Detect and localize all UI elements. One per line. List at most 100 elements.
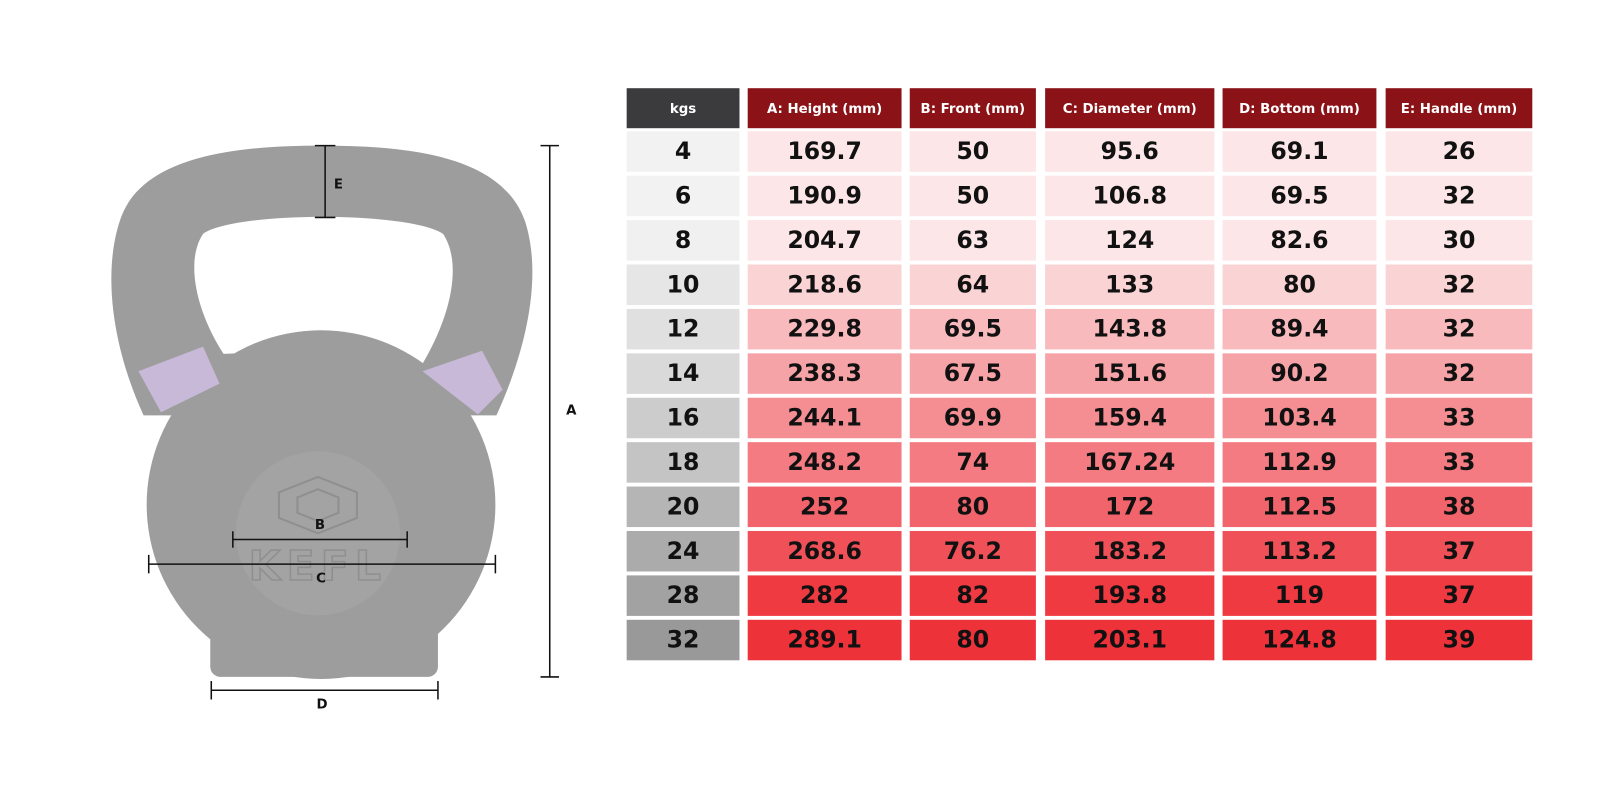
header-cell bbox=[1385, 88, 1533, 129]
table-cell bbox=[1045, 353, 1215, 394]
table-cell bbox=[1045, 220, 1215, 261]
cell-value: 69.9 bbox=[944, 404, 1002, 432]
table-row: 4 169.7 50 95.6 69.1 26 bbox=[626, 131, 1533, 172]
table-cell bbox=[909, 264, 1036, 306]
table-cell bbox=[1222, 308, 1377, 350]
table-cell bbox=[1385, 131, 1533, 172]
cell-value: 67.5 bbox=[944, 359, 1002, 387]
table-cell bbox=[747, 530, 902, 572]
weight-label: 32 bbox=[667, 626, 700, 654]
cell-value: 218.6 bbox=[787, 270, 862, 298]
table-cell bbox=[747, 575, 902, 616]
table-cell bbox=[747, 353, 902, 394]
header-cell bbox=[1222, 88, 1377, 129]
table-row: 10 218.6 64 133 80 32 bbox=[626, 264, 1533, 306]
dimension-label: E bbox=[334, 178, 343, 193]
cell-value: 95.6 bbox=[1101, 137, 1159, 165]
table-cell bbox=[626, 353, 740, 394]
table-cell bbox=[909, 397, 1036, 439]
header-cell bbox=[909, 88, 1036, 129]
table-cell bbox=[909, 131, 1036, 172]
table-cell bbox=[747, 619, 902, 661]
cell-value: 238.3 bbox=[787, 359, 862, 387]
table-cell bbox=[1385, 575, 1533, 616]
cell-value: 32 bbox=[1443, 315, 1476, 343]
cell-value: 193.8 bbox=[1092, 581, 1167, 609]
cell-value: 119 bbox=[1275, 581, 1324, 609]
cell-value: 50 bbox=[956, 181, 989, 209]
cell-value: 143.8 bbox=[1092, 315, 1167, 343]
logo-watermark: KEFL bbox=[249, 542, 388, 590]
table-cell bbox=[747, 308, 902, 350]
table-cell bbox=[747, 486, 902, 528]
cell-value: 112.9 bbox=[1262, 448, 1337, 476]
table-cell bbox=[1045, 131, 1215, 172]
weight-label: 14 bbox=[667, 359, 700, 387]
handle-band bbox=[422, 350, 503, 415]
table-cell bbox=[1222, 575, 1377, 616]
cell-value: 74 bbox=[956, 448, 989, 476]
table-cell bbox=[747, 442, 902, 483]
cell-value: 172 bbox=[1105, 492, 1154, 520]
logo-mark bbox=[277, 475, 358, 535]
cell-value: 190.9 bbox=[787, 181, 862, 209]
table-cell bbox=[1045, 175, 1215, 217]
kettlebell-handle bbox=[111, 145, 533, 416]
cell-value: 90.2 bbox=[1270, 359, 1328, 387]
table-row: 16 244.1 69.9 159.4 103.4 33 bbox=[626, 397, 1533, 439]
cell-value: 252 bbox=[800, 492, 849, 520]
cell-value: 244.1 bbox=[787, 404, 862, 432]
weight-label: 8 bbox=[675, 226, 691, 254]
cell-value: 151.6 bbox=[1092, 359, 1167, 387]
table-cell bbox=[1222, 353, 1377, 394]
cell-value: 69.5 bbox=[944, 315, 1002, 343]
table-cell bbox=[909, 575, 1036, 616]
cell-value: 159.4 bbox=[1092, 404, 1167, 432]
table-cell bbox=[747, 264, 902, 306]
cell-value: 30 bbox=[1443, 226, 1476, 254]
cell-value: 248.2 bbox=[787, 448, 862, 476]
table-row: 12 229.8 69.5 143.8 89.4 32 bbox=[626, 308, 1533, 350]
cell-value: 33 bbox=[1443, 448, 1476, 476]
cell-value: 103.4 bbox=[1262, 404, 1337, 432]
cell-value: 169.7 bbox=[787, 137, 862, 165]
cell-value: 133 bbox=[1105, 270, 1154, 298]
size-table: kgs A: Height (mm) B: Front (mm) C: Diamete… bbox=[626, 88, 1533, 661]
cell-value: 33 bbox=[1443, 404, 1476, 432]
dimension-label: D bbox=[317, 698, 328, 713]
table-cell bbox=[1045, 486, 1215, 528]
table-cell bbox=[626, 175, 740, 217]
table-cell bbox=[909, 486, 1036, 528]
dimension-label: B bbox=[315, 518, 325, 533]
dimension-a: A bbox=[540, 144, 577, 678]
table-row: 32 289.1 80 203.1 124.8 39 bbox=[626, 619, 1533, 661]
cell-value: 38 bbox=[1443, 492, 1476, 520]
table-cell bbox=[626, 575, 740, 616]
cell-value: 282 bbox=[800, 581, 849, 609]
weight-label: 18 bbox=[667, 448, 700, 476]
table-cell bbox=[1045, 397, 1215, 439]
cell-value: 26 bbox=[1443, 137, 1476, 165]
cell-value: 82 bbox=[956, 581, 989, 609]
table-cell bbox=[1045, 575, 1215, 616]
table-cell bbox=[626, 530, 740, 572]
table-cell bbox=[747, 220, 902, 261]
cell-value: 124 bbox=[1105, 226, 1154, 254]
table-cell bbox=[1045, 442, 1215, 483]
cell-value: 32 bbox=[1443, 359, 1476, 387]
cell-value: 37 bbox=[1443, 581, 1476, 609]
table-row: 14 238.3 67.5 151.6 90.2 32 bbox=[626, 353, 1533, 394]
table-cell bbox=[1385, 308, 1533, 350]
cell-value: 124.8 bbox=[1262, 626, 1337, 654]
cell-value: 80 bbox=[956, 626, 989, 654]
weight-label: 20 bbox=[667, 492, 700, 520]
header-label: kgs bbox=[670, 102, 696, 117]
cell-value: 229.8 bbox=[787, 315, 862, 343]
cell-value: 268.6 bbox=[787, 537, 862, 565]
header-label: D: Bottom (mm) bbox=[1239, 102, 1360, 117]
weight-label: 16 bbox=[667, 404, 700, 432]
cell-value: 69.5 bbox=[1270, 181, 1328, 209]
table-cell bbox=[747, 131, 902, 172]
cell-value: 204.7 bbox=[787, 226, 862, 254]
